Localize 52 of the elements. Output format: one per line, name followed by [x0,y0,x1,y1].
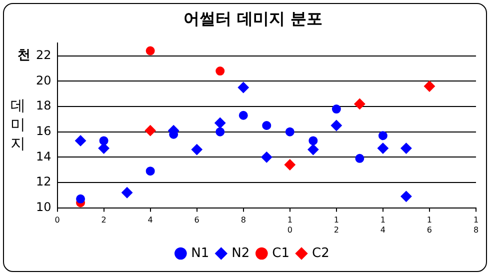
point [99,136,108,146]
point [354,98,366,110]
x-tick-label: 2 [101,216,106,225]
point [216,66,225,76]
x-tick-label: 1 2 [334,216,339,234]
point [378,131,388,140]
x-tick-label: 4 [148,216,153,225]
x-tick-label: 1 0 [287,216,292,234]
legend-label: N1 [191,246,210,261]
y-axis-title: 데미지 [10,96,26,152]
x-tick-label: 1 6 [426,216,432,234]
point [262,121,272,130]
x-tick-label: 6 [194,216,200,225]
point [400,190,412,202]
y-tick-label: 12 [36,174,52,189]
point [424,80,435,92]
text: 천 [18,48,30,64]
point [146,166,155,176]
x-tick-label: 1 8 [473,216,479,234]
point [146,46,155,56]
point [191,144,202,156]
x-tick-label: 0 [54,216,60,225]
point [261,152,272,163]
point [400,142,412,154]
y-tick-label: 16 [36,124,52,138]
x-tick-label: 1 4 [380,216,386,234]
legend-label: C2 [312,246,330,261]
point [284,159,296,170]
y-tick-label: 10 [36,200,52,214]
point [308,136,318,146]
point [122,187,133,198]
point [214,117,226,128]
point [308,144,319,156]
y-tick-label: 20 [36,73,52,88]
y-tick-label: 14 [36,149,52,164]
point [216,127,225,136]
point [75,135,86,146]
point [144,125,156,136]
point [238,110,248,120]
y-tick-label: 18 [36,98,52,113]
point [330,120,342,131]
chart-title: 어썰터 데미지 분포 [183,8,323,28]
x-tick-label: 8 [240,216,246,225]
point [285,127,294,136]
point [377,142,388,154]
point [332,104,341,114]
legend-label: C1 [272,246,290,261]
y-tick-label: 22 [36,48,52,62]
point [76,194,86,204]
point [238,82,249,94]
point [355,154,364,163]
legend-label: N2 [232,246,250,261]
